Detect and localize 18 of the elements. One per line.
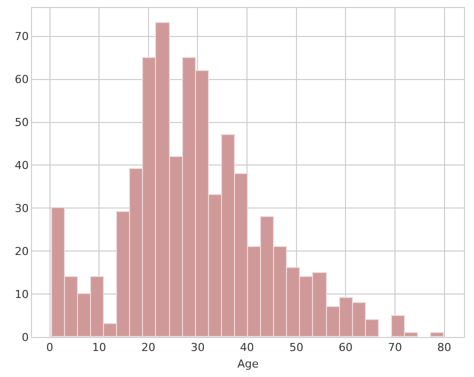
x-tick-label: 70 [388, 341, 402, 354]
y-tick-label: 10 [14, 288, 29, 301]
x-tick-label: 30 [190, 341, 205, 354]
x-tick-label: 50 [289, 341, 304, 354]
y-tick-label: 40 [14, 159, 29, 172]
x-tick-label: 80 [437, 341, 452, 354]
y-tick-label: 20 [14, 244, 29, 258]
y-tick-label: 30 [14, 202, 29, 215]
y-tick-label: 50 [14, 116, 29, 130]
x-tick-label: 40 [240, 341, 254, 354]
x-tick-label: 10 [92, 341, 106, 354]
y-tick-label: 0 [22, 330, 29, 344]
y-tick-label: 70 [14, 30, 29, 44]
x-tick-label: 20 [141, 341, 156, 354]
x-tick-label: 60 [338, 341, 353, 354]
x-tick-label: 0 [46, 341, 54, 354]
x-axis-title: Age [237, 357, 259, 370]
y-tick-label: 60 [14, 73, 29, 86]
